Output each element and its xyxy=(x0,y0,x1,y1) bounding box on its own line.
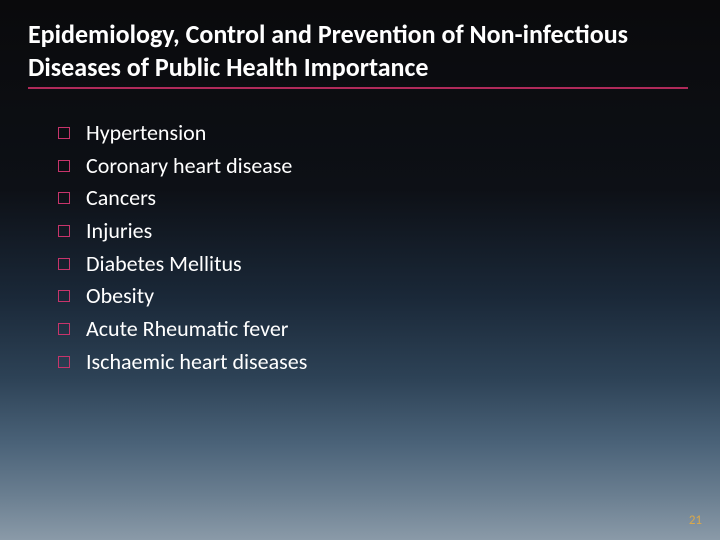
bullet-text: Hypertension xyxy=(86,118,206,148)
list-item: Diabetes Mellitus xyxy=(58,249,658,279)
bullet-text: Acute Rheumatic fever xyxy=(86,314,288,344)
list-item: Coronary heart disease xyxy=(58,151,658,181)
list-item: Injuries xyxy=(58,216,658,246)
bullet-text: Cancers xyxy=(86,183,156,213)
bullet-list: Hypertension Coronary heart disease Canc… xyxy=(58,118,658,380)
list-item: Obesity xyxy=(58,281,658,311)
bullet-text: Obesity xyxy=(86,281,154,311)
list-item: Hypertension xyxy=(58,118,658,148)
slide: Epidemiology, Control and Prevention of … xyxy=(0,0,720,540)
slide-title: Epidemiology, Control and Prevention of … xyxy=(28,18,688,83)
list-item: Cancers xyxy=(58,183,658,213)
list-item: Acute Rheumatic fever xyxy=(58,314,658,344)
square-bullet-icon xyxy=(58,160,70,172)
square-bullet-icon xyxy=(58,192,70,204)
title-block: Epidemiology, Control and Prevention of … xyxy=(28,18,688,89)
bullet-text: Injuries xyxy=(86,216,152,246)
square-bullet-icon xyxy=(58,356,70,368)
page-number: 21 xyxy=(689,513,702,528)
bullet-text: Ischaemic heart diseases xyxy=(86,347,307,377)
square-bullet-icon xyxy=(58,127,70,139)
square-bullet-icon xyxy=(58,323,70,335)
bullet-text: Coronary heart disease xyxy=(86,151,292,181)
list-item: Ischaemic heart diseases xyxy=(58,347,658,377)
square-bullet-icon xyxy=(58,258,70,270)
square-bullet-icon xyxy=(58,290,70,302)
square-bullet-icon xyxy=(58,225,70,237)
bullet-text: Diabetes Mellitus xyxy=(86,249,242,279)
